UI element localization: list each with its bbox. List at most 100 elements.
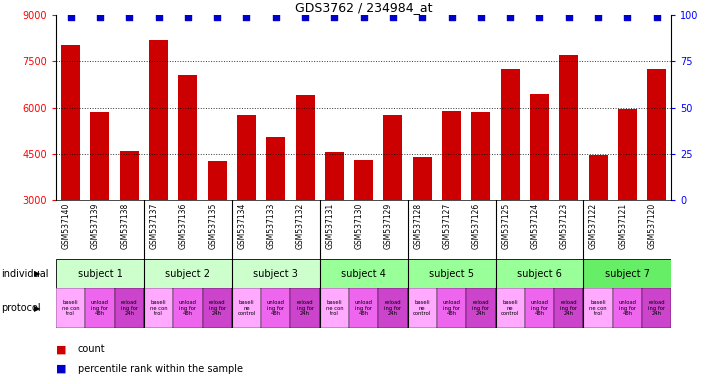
- Bar: [56, 288, 85, 328]
- Text: unload
ing for
48h: unload ing for 48h: [355, 300, 373, 316]
- Bar: [202, 288, 232, 328]
- Bar: [471, 112, 490, 200]
- Point: [446, 14, 457, 20]
- Bar: [237, 115, 256, 200]
- Text: GSM537123: GSM537123: [560, 203, 569, 249]
- Text: reload
ing for
24h: reload ing for 24h: [648, 300, 666, 316]
- Bar: [261, 288, 290, 328]
- Text: unload
ing for
48h: unload ing for 48h: [442, 300, 460, 316]
- Text: unload
ing for
48h: unload ing for 48h: [179, 300, 197, 316]
- Text: baseli
ne con
trol: baseli ne con trol: [325, 300, 343, 316]
- Text: subject 6: subject 6: [517, 268, 562, 279]
- Bar: [173, 288, 202, 328]
- Bar: [437, 288, 466, 328]
- Bar: [554, 288, 584, 328]
- Text: unload
ing for
48h: unload ing for 48h: [531, 300, 549, 316]
- Bar: [61, 45, 80, 200]
- Bar: [144, 259, 232, 288]
- Text: GSM537128: GSM537128: [414, 203, 422, 249]
- Text: ▶: ▶: [34, 304, 41, 313]
- Text: GSM537139: GSM537139: [91, 203, 100, 249]
- Text: GSM537138: GSM537138: [120, 203, 129, 249]
- Bar: [500, 69, 520, 200]
- Text: GSM537126: GSM537126: [472, 203, 481, 249]
- Point: [358, 14, 369, 20]
- Text: subject 7: subject 7: [605, 268, 650, 279]
- Bar: [378, 288, 408, 328]
- Text: baseli
ne
control: baseli ne control: [413, 300, 432, 316]
- Bar: [85, 288, 115, 328]
- Point: [94, 14, 106, 20]
- Bar: [383, 115, 403, 200]
- Bar: [120, 151, 139, 200]
- Text: GSM537129: GSM537129: [384, 203, 393, 249]
- Text: individual: individual: [1, 268, 49, 279]
- Title: GDS3762 / 234984_at: GDS3762 / 234984_at: [295, 1, 432, 14]
- Text: subject 5: subject 5: [429, 268, 474, 279]
- Text: baseli
ne con
trol: baseli ne con trol: [589, 300, 607, 316]
- Point: [387, 14, 398, 20]
- Text: percentile rank within the sample: percentile rank within the sample: [78, 364, 243, 374]
- Text: GSM537137: GSM537137: [149, 203, 159, 249]
- Point: [329, 14, 340, 20]
- Text: unload
ing for
48h: unload ing for 48h: [91, 300, 109, 316]
- Text: unload
ing for
48h: unload ing for 48h: [618, 300, 636, 316]
- Text: protocol: protocol: [1, 303, 41, 313]
- Point: [563, 14, 574, 20]
- Text: GSM537121: GSM537121: [618, 203, 628, 249]
- Point: [182, 14, 194, 20]
- Text: subject 2: subject 2: [165, 268, 210, 279]
- Bar: [296, 95, 314, 200]
- Bar: [584, 259, 671, 288]
- Text: GSM537135: GSM537135: [208, 203, 217, 249]
- Point: [622, 14, 633, 20]
- Bar: [584, 288, 612, 328]
- Text: GSM537124: GSM537124: [531, 203, 539, 249]
- Text: subject 4: subject 4: [341, 268, 386, 279]
- Point: [153, 14, 164, 20]
- Bar: [349, 288, 378, 328]
- Text: reload
ing for
24h: reload ing for 24h: [297, 300, 314, 316]
- Bar: [408, 288, 437, 328]
- Text: GSM537125: GSM537125: [501, 203, 510, 249]
- Text: ▶: ▶: [34, 269, 41, 278]
- Text: reload
ing for
24h: reload ing for 24h: [560, 300, 577, 316]
- Bar: [495, 259, 584, 288]
- Bar: [525, 288, 554, 328]
- Text: unload
ing for
48h: unload ing for 48h: [267, 300, 285, 316]
- Bar: [266, 137, 285, 200]
- Text: reload
ing for
24h: reload ing for 24h: [472, 300, 490, 316]
- Text: ■: ■: [56, 344, 67, 354]
- Text: ■: ■: [56, 364, 67, 374]
- Bar: [320, 288, 349, 328]
- Point: [533, 14, 545, 20]
- Bar: [647, 69, 666, 200]
- Point: [270, 14, 281, 20]
- Bar: [618, 109, 637, 200]
- Bar: [115, 288, 144, 328]
- Text: baseli
ne
control: baseli ne control: [501, 300, 519, 316]
- Point: [592, 14, 604, 20]
- Text: GSM537127: GSM537127: [442, 203, 452, 249]
- Bar: [559, 55, 578, 200]
- Point: [123, 14, 135, 20]
- Point: [505, 14, 516, 20]
- Bar: [232, 288, 261, 328]
- Text: baseli
ne con
trol: baseli ne con trol: [62, 300, 80, 316]
- Bar: [149, 40, 168, 200]
- Point: [211, 14, 223, 20]
- Bar: [208, 161, 227, 200]
- Text: GSM537136: GSM537136: [179, 203, 188, 249]
- Bar: [232, 259, 320, 288]
- Text: baseli
ne
control: baseli ne control: [238, 300, 256, 316]
- Point: [241, 14, 252, 20]
- Bar: [90, 112, 109, 200]
- Text: baseli
ne con
trol: baseli ne con trol: [150, 300, 167, 316]
- Bar: [530, 94, 549, 200]
- Text: GSM537133: GSM537133: [267, 203, 276, 249]
- Bar: [589, 155, 607, 200]
- Text: reload
ing for
24h: reload ing for 24h: [121, 300, 138, 316]
- Bar: [325, 152, 344, 200]
- Bar: [408, 259, 495, 288]
- Text: GSM537134: GSM537134: [238, 203, 246, 249]
